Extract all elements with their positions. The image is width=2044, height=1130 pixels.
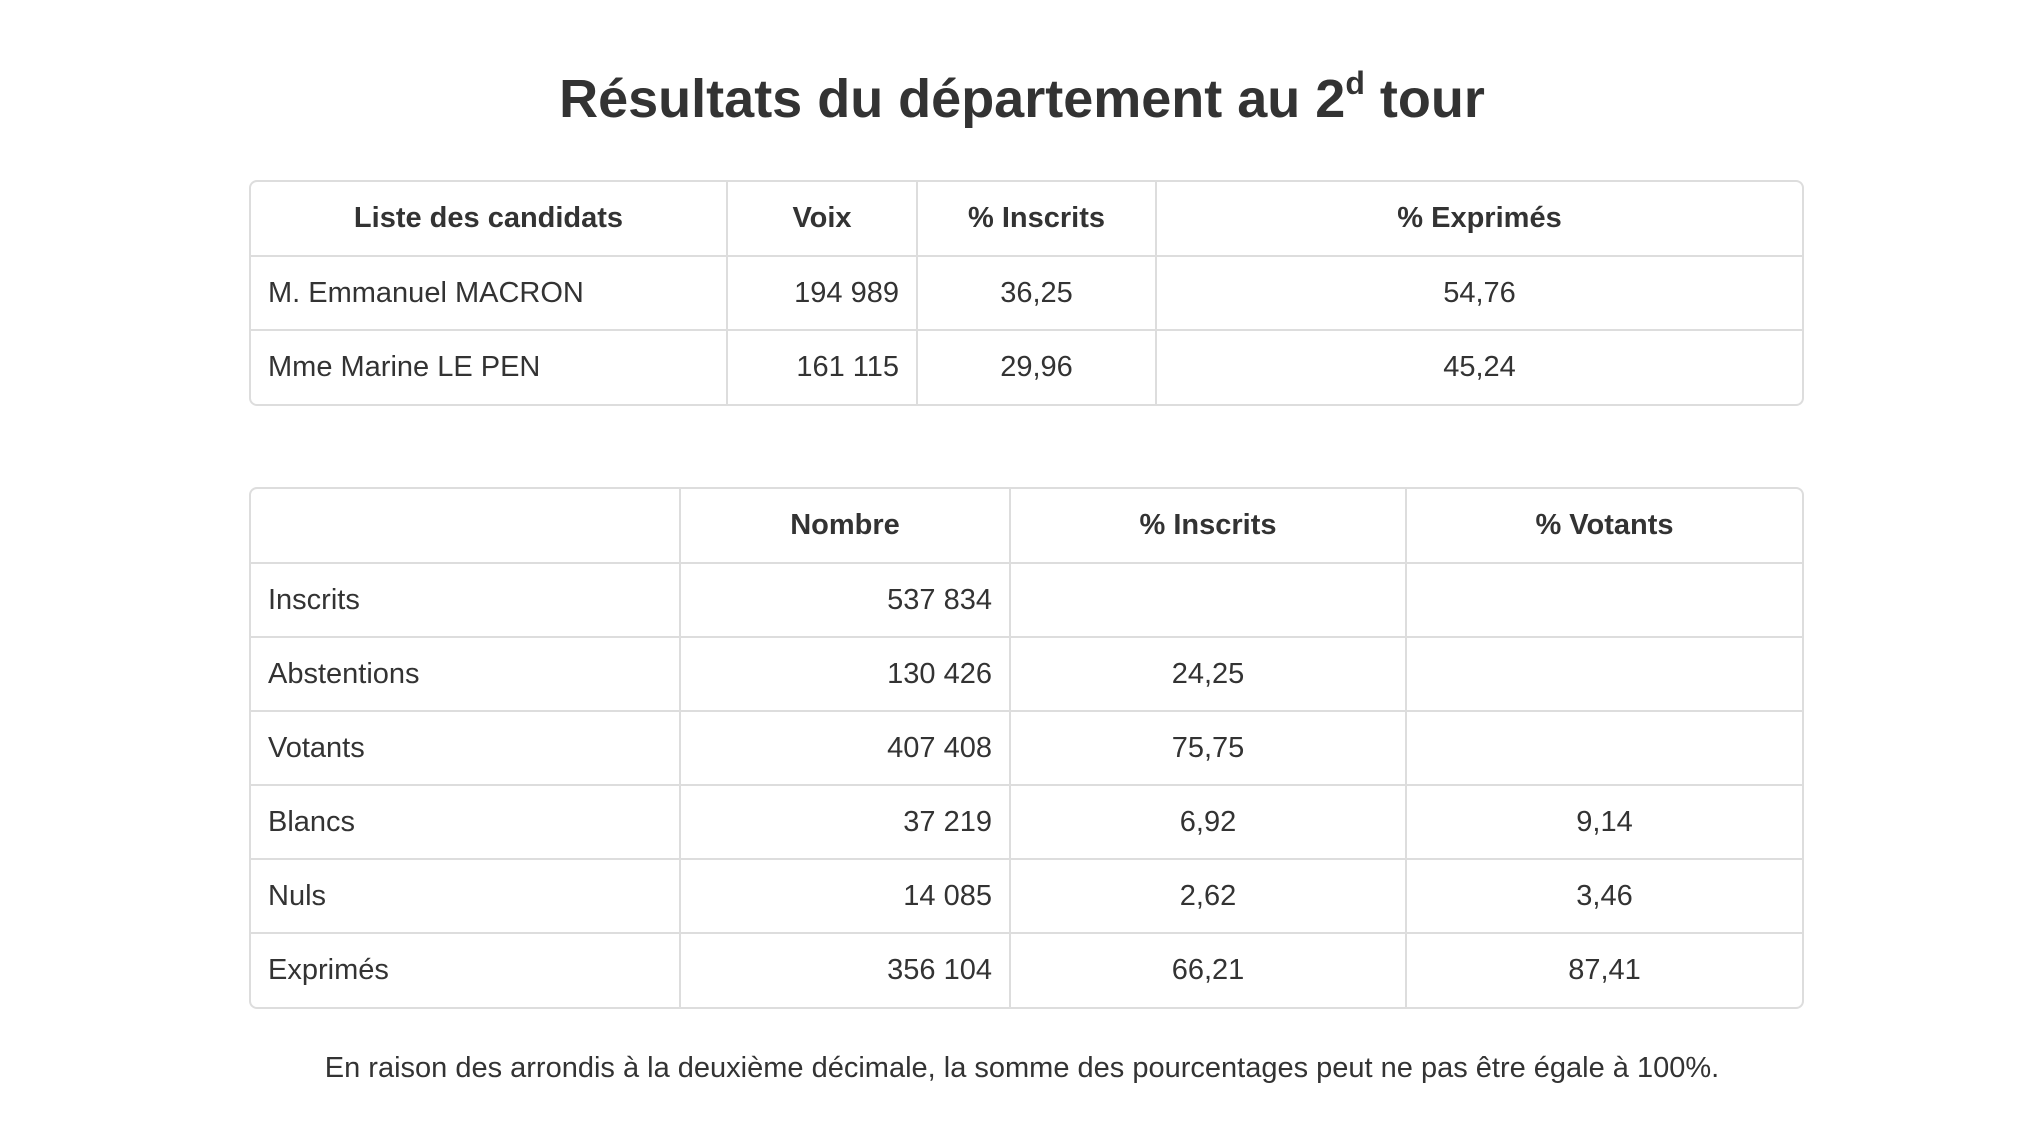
header-pct-exprimes: % Exprimés [1156,182,1802,257]
stats-table: Nombre % Inscrits % Votants Inscrits 537… [251,489,1802,1007]
page-title-suffix: tour [1364,69,1485,129]
stat-pct-inscrits: 66,21 [1010,933,1407,1007]
stat-pct-votants [1406,637,1802,712]
page-title: Résultats du département au 2d tour [0,64,2044,134]
stat-nombre: 14 085 [680,859,1011,934]
table-row: M. Emmanuel MACRON 194 989 36,25 54,76 [251,256,1802,331]
table-row: Blancs 37 219 6,92 9,14 [251,785,1802,860]
page-title-text: Résultats du département au 2 [559,69,1346,129]
stat-pct-votants: 3,46 [1406,859,1802,934]
table-row: Nuls 14 085 2,62 3,46 [251,859,1802,934]
stat-pct-inscrits: 75,75 [1010,711,1407,786]
table-row: Votants 407 408 75,75 [251,711,1802,786]
stat-pct-votants [1406,711,1802,786]
candidate-pct-exprimes: 45,24 [1443,351,1516,383]
stats-table-container: Nombre % Inscrits % Votants Inscrits 537… [249,487,1804,1009]
stat-label: Blancs [251,785,681,860]
stat-nombre: 407 408 [680,711,1011,786]
header-nombre: Nombre [680,489,1011,564]
header-voix: Voix [727,182,918,257]
stat-nombre: 537 834 [680,563,1011,638]
stat-pct-inscrits [1010,563,1407,638]
candidate-name: M. Emmanuel MACRON [251,256,728,331]
stat-label: Inscrits [251,563,681,638]
header-pct-votants: % Votants [1406,489,1802,564]
stat-pct-inscrits: 24,25 [1010,637,1407,712]
stats-header-row: Nombre % Inscrits % Votants [251,489,1802,564]
stat-label: Abstentions [251,637,681,712]
header-empty [251,489,681,564]
page-title-superscript: d [1345,65,1365,101]
table-row: Exprimés 356 104 66,21 87,41 [251,933,1802,1007]
header-candidates-list: Liste des candidats [251,182,728,257]
stat-label: Nuls [251,859,681,934]
candidates-header-row: Liste des candidats Voix % Inscrits % Ex… [251,182,1802,257]
header-pct-inscrits: % Inscrits [1010,489,1407,564]
candidates-table: Liste des candidats Voix % Inscrits % Ex… [251,182,1802,404]
candidate-name: Mme Marine LE PEN [251,330,728,404]
rounding-footnote: En raison des arrondis à la deuxième déc… [324,1052,1720,1084]
stat-pct-inscrits: 6,92 [1010,785,1407,860]
stat-nombre: 37 219 [680,785,1011,860]
candidate-voix: 161 115 [727,330,918,404]
stat-pct-inscrits: 2,62 [1010,859,1407,934]
stat-nombre: 130 426 [680,637,1011,712]
candidate-voix: 194 989 [727,256,918,331]
stat-nombre: 356 104 [680,933,1011,1007]
stat-pct-votants: 9,14 [1406,785,1802,860]
stat-label: Votants [251,711,681,786]
table-row: Abstentions 130 426 24,25 [251,637,1802,712]
stat-pct-votants [1406,563,1802,638]
header-pct-inscrits: % Inscrits [917,182,1157,257]
stat-label: Exprimés [251,933,681,1007]
candidate-pct-inscrits: 29,96 [917,330,1157,404]
candidate-pct-inscrits: 36,25 [917,256,1157,331]
table-row: Inscrits 537 834 [251,563,1802,638]
candidate-pct-exprimes: 54,76 [1156,256,1802,331]
stat-pct-votants: 87,41 [1568,954,1641,986]
candidates-table-container: Liste des candidats Voix % Inscrits % Ex… [249,180,1804,406]
table-row: Mme Marine LE PEN 161 115 29,96 45,24 [251,330,1802,404]
